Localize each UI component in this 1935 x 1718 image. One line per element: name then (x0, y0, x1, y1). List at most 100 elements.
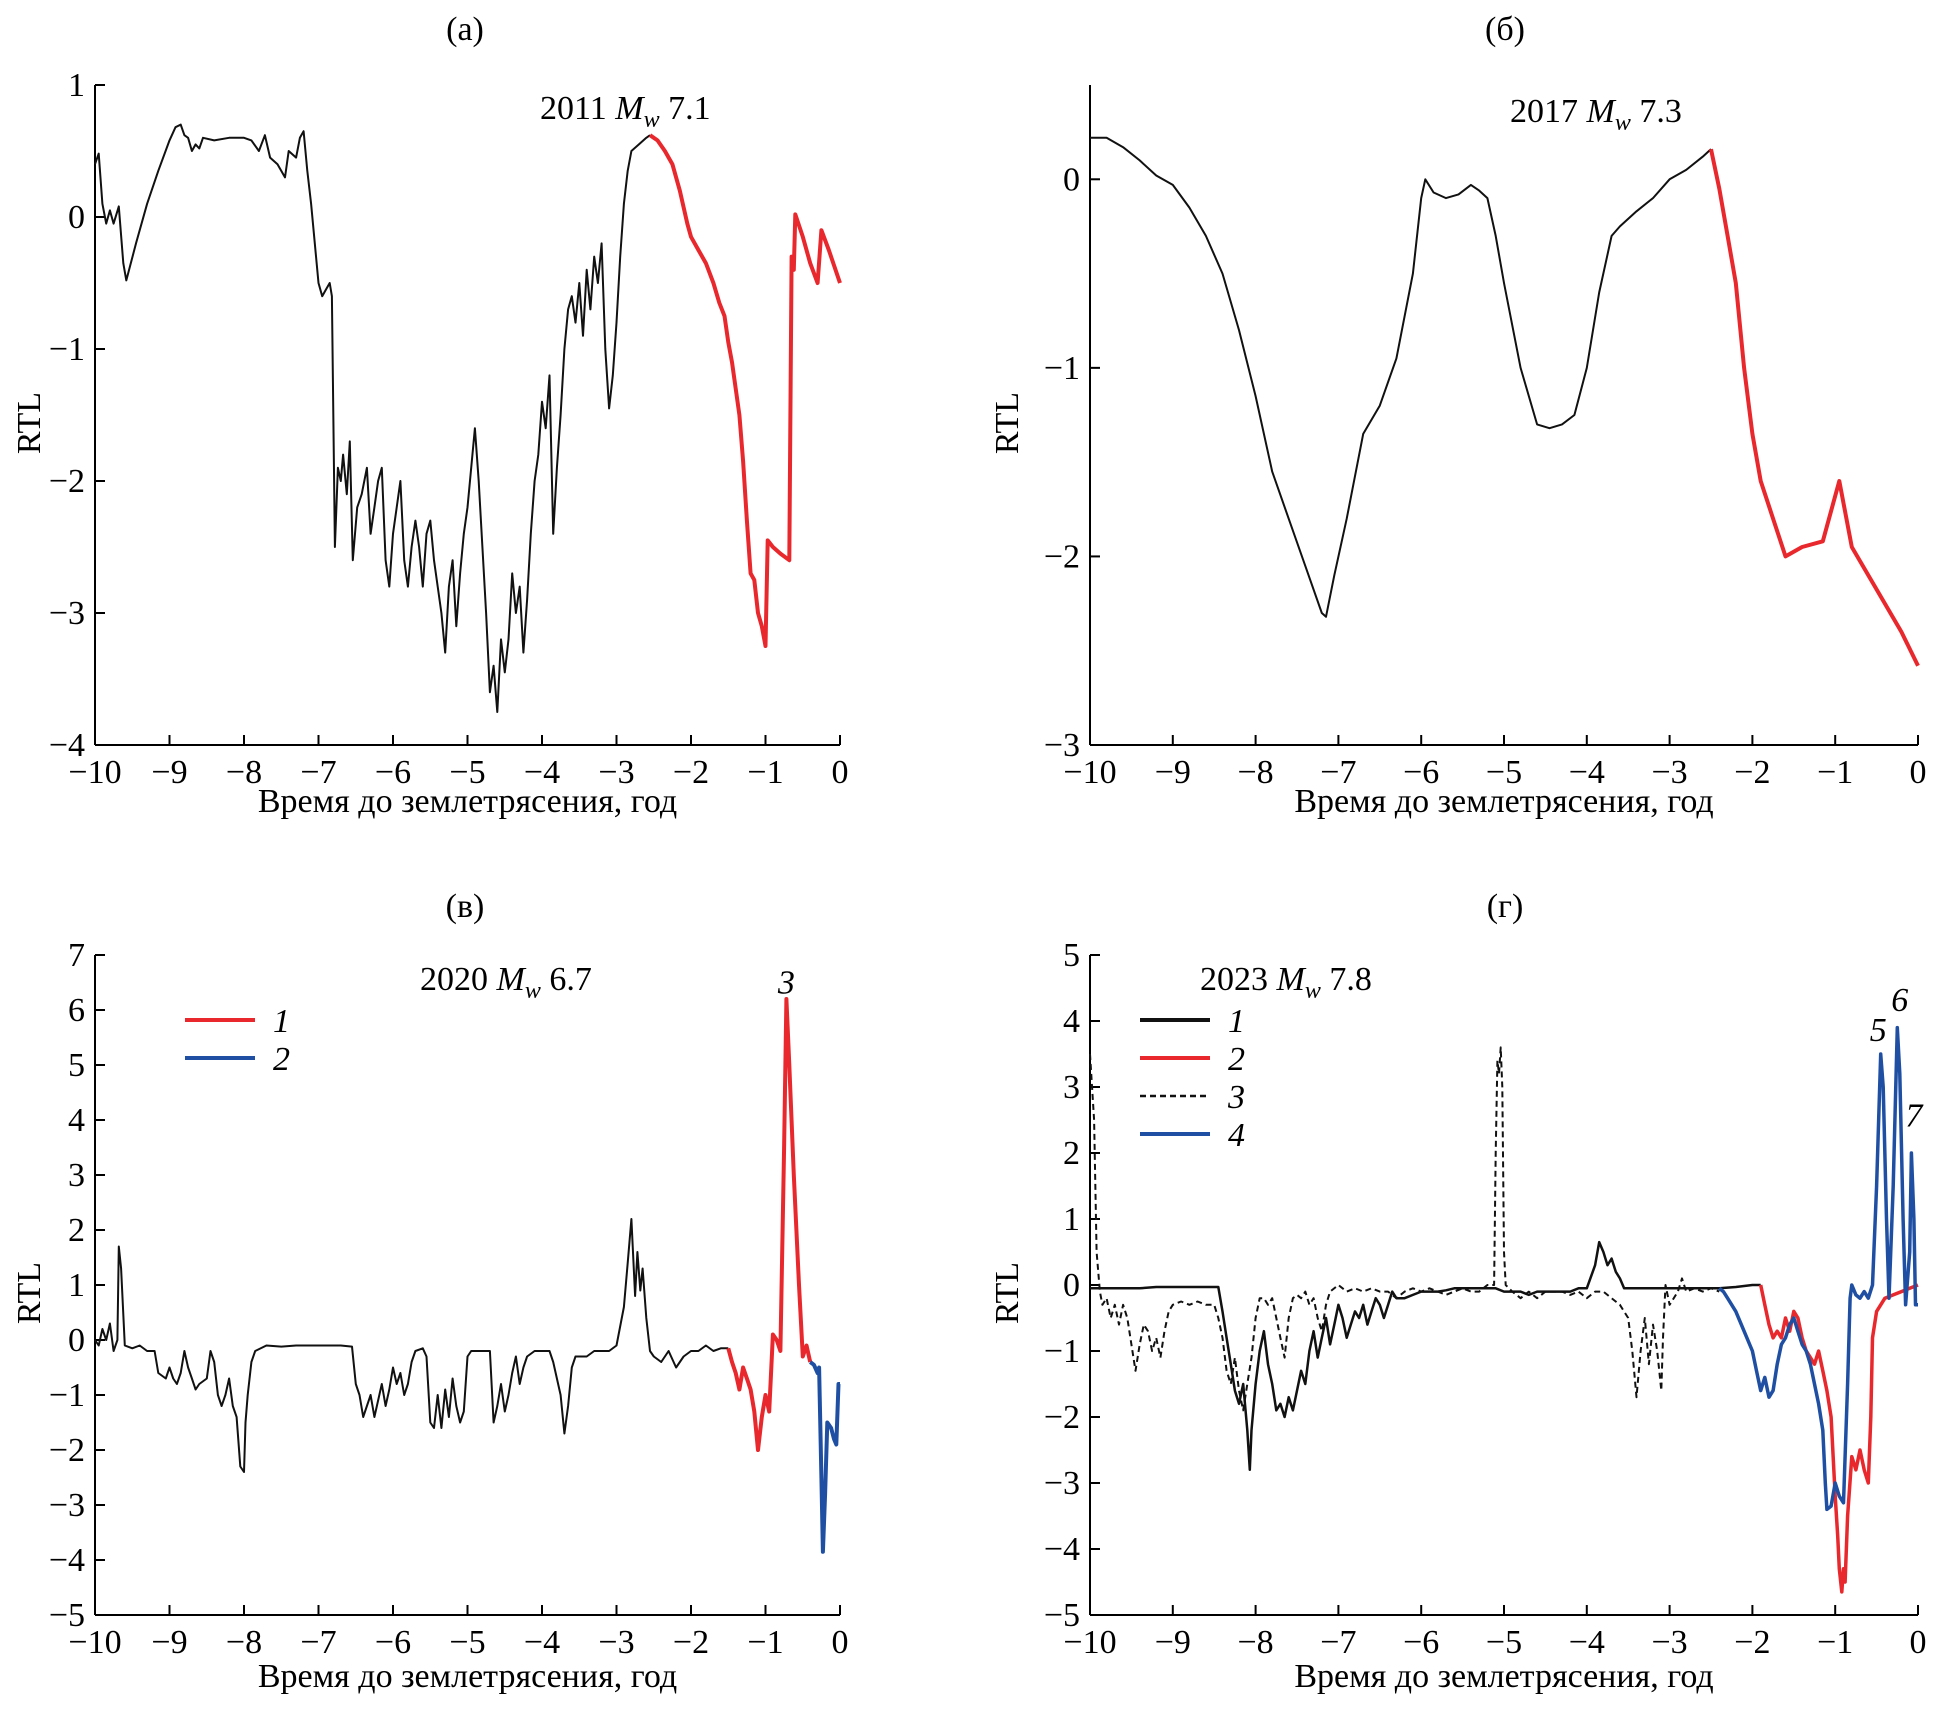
y-tick-label: 7 (68, 937, 85, 974)
series-line-3 (808, 1360, 841, 1554)
x-tick-label: −8 (226, 1624, 262, 1661)
series-line-4 (1718, 1025, 1918, 1512)
series-line-2 (648, 133, 842, 648)
x-tick-label: −8 (226, 754, 262, 791)
y-tick-label: −1 (49, 1377, 85, 1414)
y-tick-label: 5 (1063, 937, 1080, 974)
y-tick-label: −2 (49, 1432, 85, 1469)
y-tick-label: 1 (68, 1267, 85, 1304)
x-tick-label: −5 (1486, 1624, 1522, 1661)
x-axis-label: Время до землетрясения, год (1294, 783, 1713, 820)
y-tick-label: −3 (1044, 727, 1080, 764)
y-tick-label: 0 (1063, 1267, 1080, 1304)
x-tick-label: −7 (300, 1624, 336, 1661)
series-line-3 (1758, 1283, 1919, 1594)
x-tick-label: −7 (300, 754, 336, 791)
y-tick-label: −4 (49, 1542, 85, 1579)
y-tick-label: −4 (1044, 1531, 1080, 1568)
y-tick-label: 1 (1063, 1201, 1080, 1238)
x-tick-label: −10 (1063, 1624, 1116, 1661)
x-tick-label: −9 (151, 1624, 187, 1661)
y-tick-label: 2 (1063, 1135, 1080, 1172)
series-line-2 (1090, 1240, 1761, 1472)
y-tick-label: 6 (68, 992, 85, 1029)
x-tick-label: 0 (832, 754, 849, 791)
y-tick-label: −3 (49, 1487, 85, 1524)
x-tick-label: −1 (1817, 754, 1853, 791)
y-tick-label: −4 (49, 727, 85, 764)
x-tick-label: −4 (1569, 1624, 1605, 1661)
y-axis-label: RTL (989, 1262, 1026, 1324)
y-tick-label: 0 (68, 1322, 85, 1359)
x-tick-label: −2 (673, 754, 709, 791)
y-tick-label: −1 (49, 331, 85, 368)
x-tick-label: −6 (375, 1624, 411, 1661)
y-tick-label: 5 (68, 1047, 85, 1084)
x-tick-label: −9 (1155, 1624, 1191, 1661)
panel-4: −10 −9 −8 −7 −6 −5 −4 −3 −2 −1 0−5−4−3−2−1012345Вр… (989, 888, 1927, 1695)
y-tick-label: −5 (1044, 1597, 1080, 1634)
y-axis-label: RTL (11, 392, 48, 454)
x-axis-label: Время до землетрясения, год (1294, 1658, 1713, 1695)
annotation-label: 3 (777, 965, 795, 1002)
y-tick-label: 1 (68, 67, 85, 104)
y-tick-label: 4 (68, 1102, 85, 1139)
x-tick-label: −3 (598, 1624, 634, 1661)
chart-title: 2017 Mw 7.3 (1510, 93, 1682, 136)
x-tick-label: −1 (747, 1624, 783, 1661)
panel-label: (в) (446, 888, 485, 925)
chart-title: 2020 Mw 6.7 (420, 961, 592, 1004)
x-tick-label: −3 (1652, 754, 1688, 791)
x-tick-label: −7 (1320, 1624, 1356, 1661)
x-tick-label: 0 (832, 1624, 849, 1661)
y-tick-label: −5 (49, 1597, 85, 1634)
x-tick-label: −4 (524, 1624, 560, 1661)
y-tick-label: 4 (1063, 1003, 1080, 1040)
x-tick-label: −2 (1734, 1624, 1770, 1661)
x-tick-label: −1 (747, 754, 783, 791)
x-tick-label: 0 (1910, 1624, 1927, 1661)
x-tick-label: −6 (375, 754, 411, 791)
y-tick-label: −1 (1044, 350, 1080, 387)
x-tick-label: −6 (1403, 1624, 1439, 1661)
y-tick-label: −3 (49, 595, 85, 632)
y-tick-label: 0 (1063, 161, 1080, 198)
x-tick-label: −7 (1320, 754, 1356, 791)
x-tick-label: −4 (524, 754, 560, 791)
x-tick-label: −8 (1238, 754, 1274, 791)
legend-label: 1 (273, 1003, 290, 1040)
legend-label: 1 (1228, 1003, 1245, 1040)
y-tick-label: −2 (1044, 1399, 1080, 1436)
legend-label: 2 (1228, 1041, 1245, 1078)
annotation-label: 6 (1891, 982, 1908, 1019)
x-tick-label: −5 (449, 754, 485, 791)
panel-label: (а) (446, 11, 484, 48)
panel-label: (б) (1485, 11, 1525, 48)
x-tick-label: 0 (1910, 754, 1927, 791)
x-tick-label: −9 (151, 754, 187, 791)
x-axis-label: Время до землетрясения, год (258, 1658, 677, 1695)
chart-title: 2011 Mw 7.1 (540, 90, 711, 133)
annotation-label: 7 (1905, 1098, 1924, 1135)
x-tick-label: −2 (1734, 754, 1770, 791)
y-axis-label: RTL (11, 1262, 48, 1324)
x-tick-label: −1 (1817, 1624, 1853, 1661)
series-line-1 (94, 1218, 729, 1473)
y-tick-label: −3 (1044, 1465, 1080, 1502)
x-tick-label: −4 (1569, 754, 1605, 791)
x-tick-label: −10 (1063, 754, 1116, 791)
panel-3: −10 −9 −8 −7 −6 −5 −4 −3 −2 −1 0−5−4−3−2−101234567… (11, 888, 849, 1695)
y-tick-label: −2 (1044, 538, 1080, 575)
x-tick-label: −10 (68, 754, 121, 791)
series-line-1 (1089, 1046, 1720, 1412)
x-axis-label: Время до землетрясения, год (258, 783, 677, 820)
y-tick-label: −1 (1044, 1333, 1080, 1370)
annotation-label: 5 (1870, 1012, 1887, 1049)
chart-title: 2023 Mw 7.8 (1200, 961, 1372, 1004)
legend-label: 3 (1227, 1079, 1245, 1116)
series-line-1 (94, 123, 651, 713)
x-tick-label: −3 (598, 754, 634, 791)
